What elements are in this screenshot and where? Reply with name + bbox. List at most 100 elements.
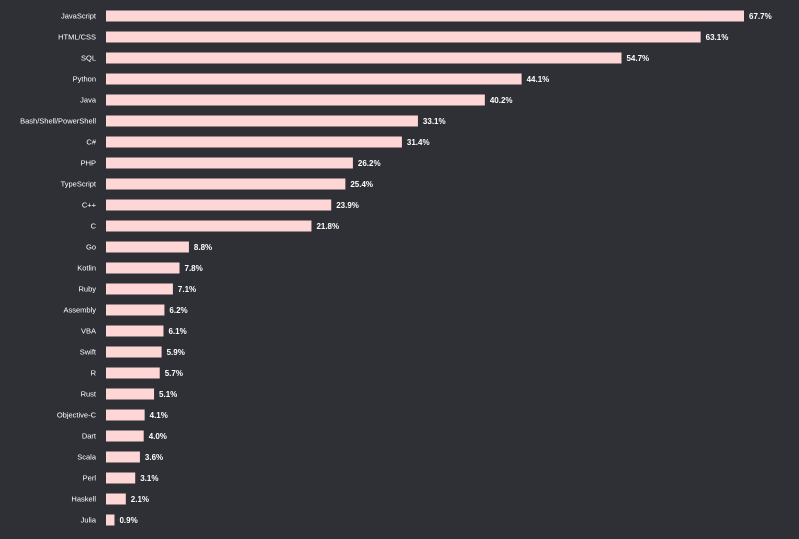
value-label: 0.9% (119, 516, 137, 525)
bar (106, 493, 126, 505)
bar (106, 31, 701, 43)
bar (106, 472, 136, 484)
bar (106, 367, 160, 379)
value-label: 6.2% (169, 306, 187, 315)
bar-row: HTML/CSS 63.1% (58, 31, 729, 43)
value-label: 5.9% (167, 348, 185, 357)
category-label: JavaScript (61, 12, 97, 21)
bar-row: R 5.7% (91, 367, 183, 379)
category-label: C (91, 222, 97, 231)
bar-row: Swift 5.9% (80, 346, 185, 358)
category-label: Go (86, 243, 96, 252)
bar-row: Haskell 2.1% (71, 493, 149, 505)
bar (106, 283, 173, 295)
bar (106, 94, 485, 106)
bar (106, 325, 164, 337)
bar-row: Bash/Shell/PowerShell 33.1% (20, 115, 446, 127)
bar (106, 199, 332, 211)
bar-row: Julia 0.9% (81, 514, 138, 526)
bar-row: TypeScript 25.4% (61, 178, 373, 190)
category-label: Python (73, 75, 96, 84)
bar (106, 514, 115, 526)
bar-row: Kotlin 7.8% (77, 262, 203, 274)
value-label: 44.1% (527, 75, 550, 84)
value-label: 8.8% (194, 243, 212, 252)
bar (106, 451, 140, 463)
bar-row: VBA 6.1% (81, 325, 187, 337)
bar (106, 262, 180, 274)
bar (106, 10, 744, 22)
category-label: HTML/CSS (58, 33, 96, 42)
value-label: 67.7% (749, 12, 772, 21)
value-label: 7.8% (185, 264, 203, 273)
bar (106, 178, 346, 190)
category-label: Perl (83, 474, 97, 483)
value-label: 25.4% (350, 180, 373, 189)
value-label: 26.2% (358, 159, 381, 168)
bar-row: Python 44.1% (73, 73, 550, 85)
category-label: Rust (81, 390, 97, 399)
value-label: 21.8% (316, 222, 339, 231)
bar-row: C++ 23.9% (82, 199, 359, 211)
value-label: 3.6% (145, 453, 163, 462)
value-label: 63.1% (706, 33, 729, 42)
category-label: Java (80, 96, 97, 105)
bar-row: Scala 3.6% (77, 451, 163, 463)
category-label: Kotlin (77, 264, 96, 273)
value-label: 54.7% (626, 54, 649, 63)
value-label: 33.1% (423, 117, 446, 126)
bar (106, 346, 162, 358)
bar (106, 73, 522, 85)
category-label: Swift (80, 348, 97, 357)
value-label: 23.9% (336, 201, 359, 210)
value-label: 4.0% (149, 432, 167, 441)
bar (106, 388, 155, 400)
value-label: 6.1% (168, 327, 186, 336)
bar-row: Assembly 6.2% (63, 304, 188, 316)
category-label: Haskell (71, 495, 96, 504)
bar-row: Perl 3.1% (83, 472, 158, 484)
bar-row: PHP 26.2% (81, 157, 381, 169)
bar (106, 409, 145, 421)
value-label: 5.1% (159, 390, 177, 399)
bar (106, 157, 353, 169)
category-label: Scala (77, 453, 97, 462)
bar (106, 52, 622, 64)
bar (106, 220, 312, 232)
bar-row: Go 8.8% (86, 241, 212, 253)
category-label: PHP (81, 159, 96, 168)
category-label: Ruby (78, 285, 96, 294)
value-label: 7.1% (178, 285, 196, 294)
bar-row: Dart 4.0% (82, 430, 167, 442)
category-label: C# (86, 138, 96, 147)
category-label: R (91, 369, 97, 378)
value-label: 31.4% (407, 138, 430, 147)
bar (106, 304, 165, 316)
bar (106, 430, 144, 442)
category-label: VBA (81, 327, 96, 336)
bar-row: Ruby 7.1% (78, 283, 196, 295)
value-label: 40.2% (490, 96, 513, 105)
category-label: Objective-C (57, 411, 97, 420)
value-label: 2.1% (131, 495, 149, 504)
bar-row: Rust 5.1% (81, 388, 177, 400)
value-label: 4.1% (150, 411, 168, 420)
category-label: C++ (82, 201, 97, 210)
category-label: Julia (81, 516, 97, 525)
category-label: Bash/Shell/PowerShell (20, 117, 96, 126)
value-label: 5.7% (165, 369, 183, 378)
bar (106, 241, 189, 253)
category-label: TypeScript (61, 180, 97, 189)
bar-row: C# 31.4% (86, 136, 430, 148)
category-label: Dart (82, 432, 97, 441)
category-label: SQL (81, 54, 96, 63)
bar-row: Java 40.2% (80, 94, 513, 106)
bar (106, 136, 402, 148)
bar-row: JavaScript 67.7% (61, 10, 772, 22)
bar-row: Objective-C 4.1% (57, 409, 168, 421)
value-label: 3.1% (140, 474, 158, 483)
bar-row: C 21.8% (91, 220, 339, 232)
bar (106, 115, 418, 127)
